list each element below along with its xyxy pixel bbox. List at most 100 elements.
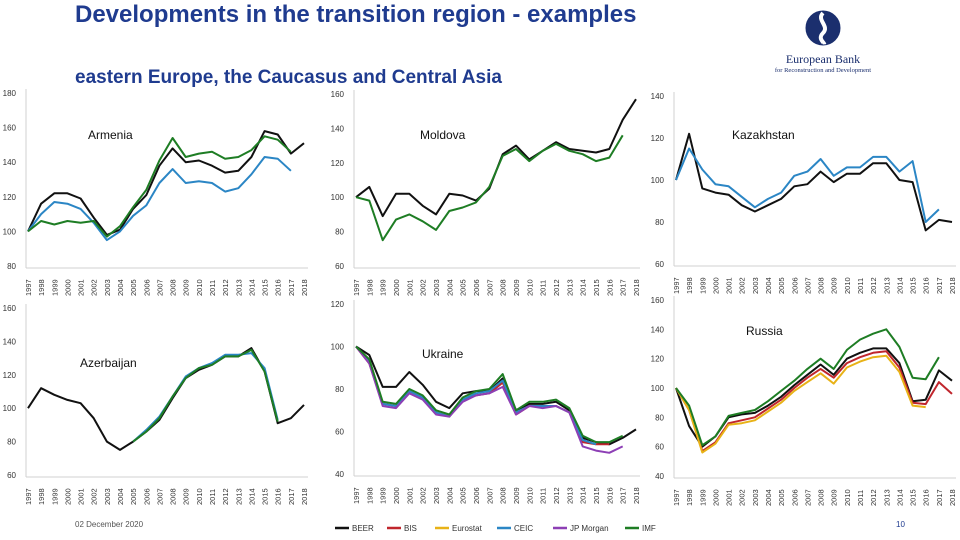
x-tick-label: 2014 (895, 277, 904, 294)
y-tick-label: 60 (655, 443, 664, 452)
series-line-beer (27, 130, 305, 236)
x-tick-label: 2005 (459, 279, 468, 296)
x-tick-label: 2017 (935, 277, 944, 294)
x-tick-label: 2013 (234, 279, 243, 296)
x-tick-label: 2005 (459, 487, 468, 504)
x-tick-label: 2012 (869, 489, 878, 506)
x-tick-label: 2009 (512, 487, 521, 504)
x-tick-label: 2002 (90, 279, 99, 296)
x-tick-label: 2014 (247, 488, 256, 505)
x-tick-label: 2007 (803, 277, 812, 294)
y-tick-label: 80 (335, 228, 344, 237)
ebrd-emblem-icon (805, 10, 841, 47)
x-tick-label: 2000 (392, 487, 401, 504)
y-tick-label: 120 (651, 355, 665, 364)
x-tick-label: 2016 (274, 488, 283, 505)
x-tick-label: 2015 (592, 279, 601, 296)
x-tick-label: 2000 (711, 489, 720, 506)
x-tick-label: 2004 (445, 487, 454, 504)
x-tick-label: 2007 (485, 279, 494, 296)
x-tick-label: 2003 (751, 277, 760, 294)
legend: BEER BIS Eurostat CEIC JP Morgan IMF (335, 524, 656, 533)
y-tick-label: 160 (651, 296, 665, 305)
x-tick-label: 2018 (632, 279, 641, 296)
x-tick-label: 2012 (221, 279, 230, 296)
logo-name: European Bank (785, 52, 861, 66)
series-line-beer (27, 347, 305, 451)
series-line-beer (355, 345, 637, 446)
chart-panel-azerbaijan: 60 80 100 120 140 160 1997 1998 1999 2000 2001 2002… (3, 304, 309, 505)
x-tick-label: 2012 (869, 277, 878, 294)
series-line-imf (355, 134, 624, 242)
x-tick-label: 2008 (169, 488, 178, 505)
y-tick-label: 160 (331, 90, 345, 99)
x-tick-label: 2013 (882, 277, 891, 294)
x-tick-label: 2008 (499, 487, 508, 504)
x-tick-label: 2004 (764, 277, 773, 294)
x-tick-label: 2017 (287, 279, 296, 296)
series-line-imf (132, 348, 279, 443)
x-tick-label: 1998 (37, 279, 46, 296)
page-number: 10 (896, 520, 905, 529)
series-line-ceic (675, 147, 940, 223)
x-tick-label: 1997 (672, 277, 681, 294)
x-tick-label: 2006 (142, 488, 151, 505)
x-tick-label: 2017 (287, 488, 296, 505)
x-tick-label: 2008 (169, 279, 178, 296)
x-tick-label: 2009 (830, 489, 839, 506)
y-tick-label: 140 (3, 158, 17, 167)
y-tick-label: 80 (7, 438, 16, 447)
x-tick-label: 2018 (948, 489, 957, 506)
x-tick-label: 2003 (432, 487, 441, 504)
y-tick-label: 120 (651, 134, 665, 143)
x-tick-label: 2010 (525, 487, 534, 504)
y-tick-label: 120 (331, 159, 345, 168)
x-tick-label: 1999 (698, 277, 707, 294)
x-tick-label: 1999 (379, 279, 388, 296)
x-tick-label: 2005 (777, 489, 786, 506)
y-tick-label: 60 (335, 262, 344, 271)
x-tick-label: 2008 (817, 277, 826, 294)
y-tick-label: 80 (655, 413, 664, 422)
x-tick-label: 2013 (565, 487, 574, 504)
legend-label: IMF (642, 524, 656, 533)
series-line-ceic (27, 156, 292, 242)
series-line-beer (675, 132, 953, 232)
x-tick-label: 2011 (208, 280, 217, 296)
x-tick-label: 2016 (274, 279, 283, 296)
legend-label: BEER (352, 524, 374, 533)
x-tick-label: 2004 (116, 488, 125, 505)
x-tick-label: 1999 (50, 279, 59, 296)
x-tick-label: 1998 (37, 488, 46, 505)
chart-panel-moldova: 60 80 100 120 140 160 1997 1998 1999 2000 2001 2002… (331, 90, 641, 296)
y-tick-label: 40 (655, 472, 664, 481)
x-tick-label: 2004 (764, 489, 773, 506)
x-tick-label: 2007 (155, 488, 164, 505)
chart-title: Azerbaijan (80, 356, 137, 370)
x-tick-label: 2015 (261, 279, 270, 296)
chart-title: Russia (746, 324, 783, 338)
x-tick-label: 2018 (948, 277, 957, 294)
x-tick-label: 2006 (142, 279, 151, 296)
x-tick-label: 2018 (300, 488, 309, 505)
series-line-jp-morgan (355, 345, 624, 454)
x-tick-label: 2018 (300, 279, 309, 296)
y-tick-label: 80 (7, 262, 16, 271)
x-tick-label: 2016 (605, 487, 614, 504)
x-tick-label: 2006 (472, 279, 481, 296)
legend-label: CEIC (514, 524, 533, 533)
x-tick-label: 2002 (738, 277, 747, 294)
x-tick-label: 2013 (565, 279, 574, 296)
y-tick-label: 140 (651, 92, 665, 101)
x-tick-label: 2016 (605, 279, 614, 296)
x-tick-label: 1997 (672, 489, 681, 506)
y-tick-label: 140 (331, 124, 345, 133)
x-tick-label: 1997 (352, 279, 361, 296)
x-tick-label: 2009 (182, 279, 191, 296)
slide-subtitle: eastern Europe, the Caucasus and Central… (75, 67, 502, 88)
y-tick-label: 100 (651, 176, 665, 185)
x-tick-label: 2001 (405, 487, 414, 504)
x-tick-label: 1999 (698, 489, 707, 506)
x-tick-label: 2001 (405, 279, 414, 296)
y-tick-label: 100 (3, 404, 17, 413)
